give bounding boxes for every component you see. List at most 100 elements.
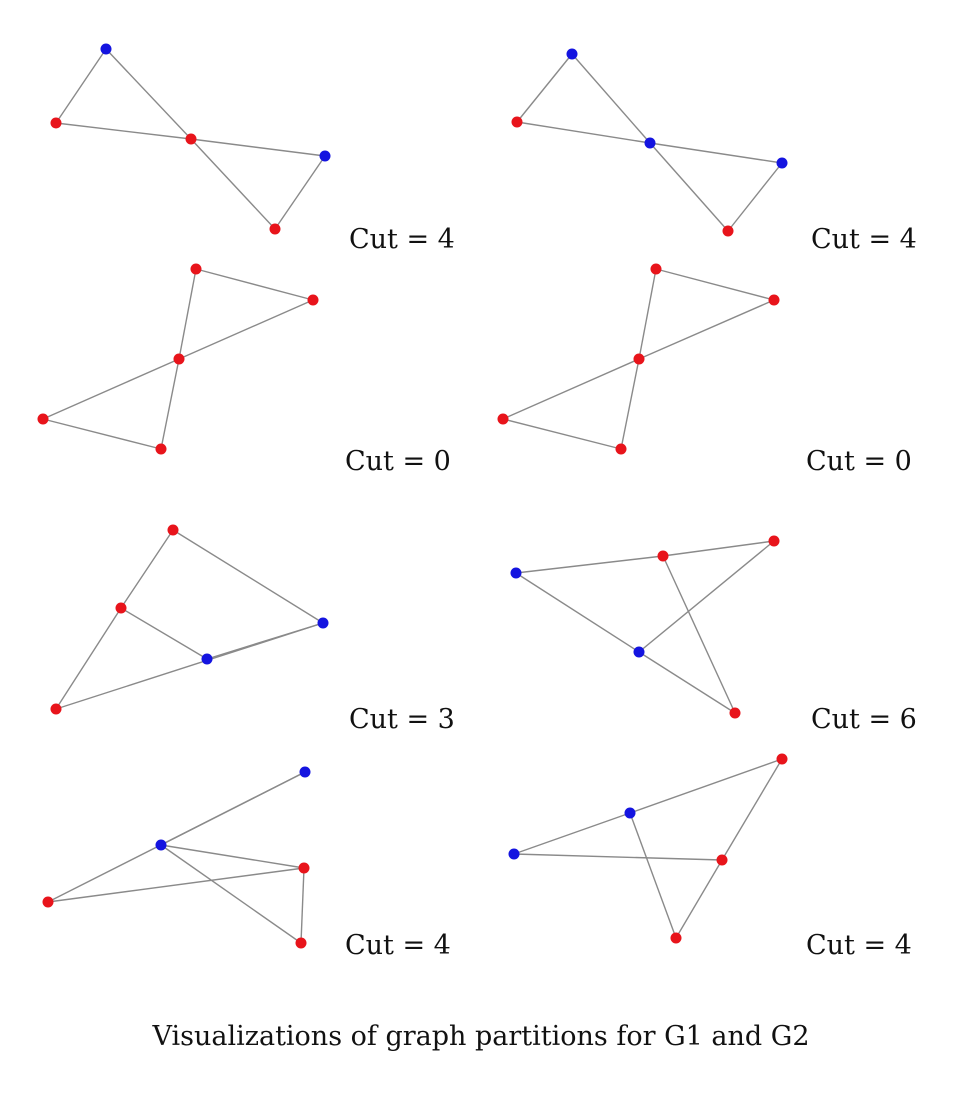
graph-edge bbox=[178, 268, 197, 360]
red-graph-node bbox=[37, 413, 49, 425]
red-graph-node bbox=[115, 602, 127, 614]
blue-graph-node bbox=[624, 807, 636, 819]
graph-edge bbox=[516, 121, 651, 144]
graph-panel-1 bbox=[50, 43, 331, 235]
panel-7-cut-label: Cut = 4 bbox=[345, 930, 451, 961]
red-graph-node bbox=[50, 703, 62, 715]
graph-edge bbox=[502, 418, 622, 450]
blue-graph-node bbox=[566, 48, 578, 60]
graph-edge bbox=[513, 853, 723, 861]
graph-panel-4 bbox=[497, 263, 780, 455]
graph-edge bbox=[655, 268, 775, 301]
graph-edge bbox=[300, 867, 305, 944]
graph-panel-2 bbox=[511, 48, 788, 237]
graph-edge bbox=[42, 358, 180, 420]
blue-graph-node bbox=[317, 617, 329, 629]
graph-edge bbox=[55, 622, 324, 710]
red-graph-node bbox=[298, 862, 310, 874]
red-graph-node bbox=[167, 524, 179, 536]
graph-edge bbox=[629, 758, 783, 814]
graph-edge bbox=[105, 48, 192, 140]
graph-edge bbox=[55, 607, 122, 710]
red-graph-node bbox=[307, 294, 319, 306]
graph-edge bbox=[629, 812, 677, 939]
graph-edge bbox=[120, 529, 174, 609]
red-graph-node bbox=[615, 443, 627, 455]
blue-graph-node bbox=[633, 646, 645, 658]
graph-edge bbox=[662, 555, 736, 714]
red-graph-node bbox=[173, 353, 185, 365]
red-graph-node bbox=[729, 707, 741, 719]
graph-edge bbox=[190, 138, 326, 157]
panel-3-cut-label: Cut = 0 bbox=[345, 446, 451, 477]
red-graph-node bbox=[497, 413, 509, 425]
blue-graph-node bbox=[510, 567, 522, 579]
graph-edge bbox=[649, 142, 729, 232]
graph-edge bbox=[42, 418, 162, 450]
red-graph-node bbox=[650, 263, 662, 275]
graph-edge bbox=[47, 771, 306, 903]
red-graph-node bbox=[511, 116, 523, 128]
red-graph-node bbox=[50, 117, 62, 129]
graph-edge bbox=[620, 358, 640, 450]
blue-graph-node bbox=[319, 150, 331, 162]
graph-edge bbox=[662, 540, 775, 557]
red-graph-node bbox=[42, 896, 54, 908]
red-graph-node bbox=[768, 535, 780, 547]
graph-edge bbox=[638, 651, 736, 714]
graph-edge bbox=[513, 812, 631, 855]
panel-2-cut-label: Cut = 4 bbox=[811, 224, 917, 255]
graph-panel-5 bbox=[50, 524, 329, 715]
graph-panel-3 bbox=[37, 263, 319, 455]
graph-edge bbox=[55, 122, 192, 140]
graph-edge bbox=[160, 844, 305, 869]
graph-edge bbox=[195, 268, 314, 301]
graph-edge bbox=[190, 138, 276, 230]
panel-5-cut-label: Cut = 3 bbox=[349, 704, 455, 735]
graph-edge bbox=[160, 844, 302, 944]
blue-graph-node bbox=[201, 653, 213, 665]
panel-1-cut-label: Cut = 4 bbox=[349, 224, 455, 255]
graph-edge bbox=[120, 607, 208, 660]
red-graph-node bbox=[155, 443, 167, 455]
graph-edge bbox=[638, 299, 775, 360]
red-graph-node bbox=[716, 854, 728, 866]
red-graph-node bbox=[722, 225, 734, 237]
red-graph-node bbox=[269, 223, 281, 235]
blue-graph-node bbox=[299, 766, 311, 778]
graph-panel-7 bbox=[42, 766, 311, 949]
graph-edge bbox=[675, 859, 723, 939]
graph-panel-8 bbox=[508, 753, 788, 944]
graph-edge bbox=[727, 162, 783, 232]
red-graph-node bbox=[670, 932, 682, 944]
graph-panel-6 bbox=[510, 535, 780, 719]
graph-edge bbox=[55, 48, 107, 124]
red-graph-node bbox=[190, 263, 202, 275]
panel-6-cut-label: Cut = 6 bbox=[811, 704, 917, 735]
blue-graph-node bbox=[508, 848, 520, 860]
red-graph-node bbox=[776, 753, 788, 765]
graph-edge bbox=[178, 299, 314, 360]
blue-graph-node bbox=[644, 137, 656, 149]
graph-edge bbox=[649, 142, 783, 164]
graph-edge bbox=[47, 867, 305, 903]
graph-edge bbox=[571, 53, 651, 144]
red-graph-node bbox=[768, 294, 780, 306]
red-graph-node bbox=[295, 937, 307, 949]
panel-8-cut-label: Cut = 4 bbox=[806, 930, 912, 961]
red-graph-node bbox=[657, 550, 669, 562]
graph-edge bbox=[721, 758, 783, 861]
graph-edge bbox=[638, 540, 775, 653]
red-graph-node bbox=[633, 353, 645, 365]
blue-graph-node bbox=[155, 839, 167, 851]
graph-edge bbox=[516, 53, 573, 123]
red-graph-node bbox=[185, 133, 197, 145]
graph-edge bbox=[160, 358, 180, 450]
blue-graph-node bbox=[100, 43, 112, 55]
graph-edge bbox=[502, 358, 640, 420]
graph-edge bbox=[274, 155, 326, 230]
graph-edge bbox=[515, 572, 640, 653]
panel-4-cut-label: Cut = 0 bbox=[806, 446, 912, 477]
blue-graph-node bbox=[776, 157, 788, 169]
